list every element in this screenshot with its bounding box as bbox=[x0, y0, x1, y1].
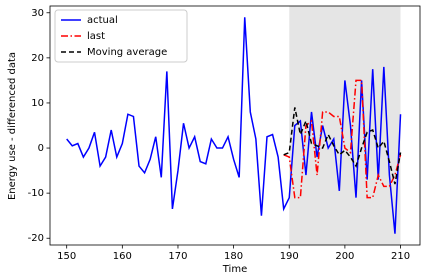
y-tick-label: 10 bbox=[31, 98, 44, 109]
y-tick-label: 30 bbox=[31, 8, 44, 19]
x-tick-label: 170 bbox=[168, 251, 187, 262]
legend: actual last Moving average bbox=[54, 9, 188, 63]
series-line bbox=[283, 79, 402, 199]
x-tick-label: 160 bbox=[113, 251, 132, 262]
legend-label: actual bbox=[87, 15, 118, 26]
y-tick-label: 20 bbox=[31, 53, 44, 64]
x-tick-label: 200 bbox=[335, 251, 354, 262]
x-tick-label: 210 bbox=[391, 251, 410, 262]
y-tick-label: -10 bbox=[28, 188, 44, 199]
x-axis-label: Time bbox=[222, 264, 247, 275]
legend-label: last bbox=[87, 31, 105, 42]
legend-box bbox=[54, 9, 188, 63]
y-axis-label: Energy use - differenced data bbox=[7, 52, 18, 200]
x-tick-label: 180 bbox=[224, 251, 243, 262]
series-line bbox=[66, 17, 402, 234]
plot-frame bbox=[49, 5, 421, 246]
y-tick-label: 0 bbox=[38, 143, 44, 154]
series-line bbox=[283, 107, 402, 185]
x-tick-label: 190 bbox=[280, 251, 299, 262]
legend-label: Moving average bbox=[87, 47, 167, 58]
x-tick-label: 150 bbox=[57, 251, 76, 262]
y-tick-label: -20 bbox=[28, 233, 44, 244]
